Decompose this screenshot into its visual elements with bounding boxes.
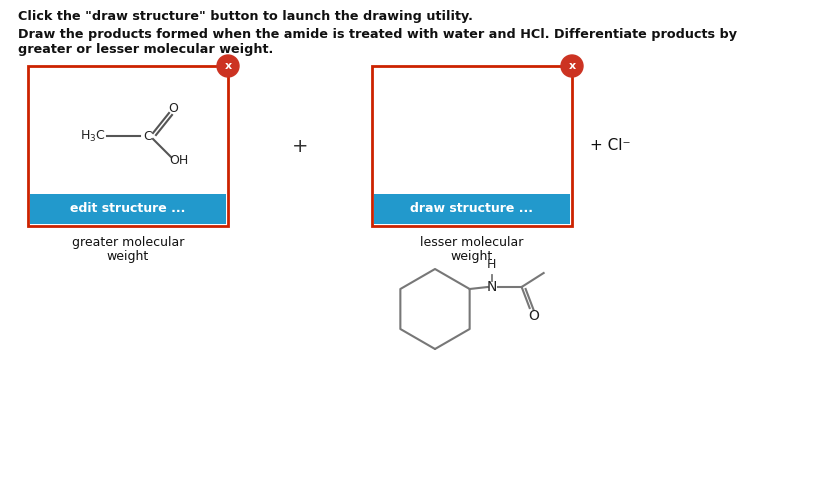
Text: weight: weight: [451, 250, 493, 263]
Bar: [372, 66, 572, 226]
Bar: [374, 194, 570, 224]
Circle shape: [561, 55, 583, 77]
Text: Click the "draw structure" button to launch the drawing utility.: Click the "draw structure" button to lau…: [18, 10, 473, 23]
Text: greater or lesser molecular weight.: greater or lesser molecular weight.: [18, 43, 273, 56]
Text: O: O: [168, 102, 178, 115]
Text: weight: weight: [107, 250, 149, 263]
Circle shape: [217, 55, 239, 77]
Text: N: N: [487, 280, 497, 294]
Text: C: C: [144, 130, 152, 142]
Text: O: O: [529, 309, 539, 323]
Text: draw structure ...: draw structure ...: [411, 202, 534, 215]
Text: H: H: [487, 258, 496, 272]
Text: x: x: [225, 61, 231, 71]
Text: lesser molecular: lesser molecular: [420, 236, 524, 249]
Bar: [30, 194, 226, 224]
Text: x: x: [569, 61, 575, 71]
Text: Draw the products formed when the amide is treated with water and HCl. Different: Draw the products formed when the amide …: [18, 28, 737, 41]
Text: greater molecular: greater molecular: [72, 236, 185, 249]
Text: H$_3$C: H$_3$C: [80, 128, 106, 144]
Text: +: +: [291, 136, 308, 155]
Text: + Cl⁻: + Cl⁻: [590, 138, 630, 153]
Bar: [28, 66, 228, 226]
Text: OH: OH: [170, 154, 189, 167]
Text: edit structure ...: edit structure ...: [70, 202, 185, 215]
